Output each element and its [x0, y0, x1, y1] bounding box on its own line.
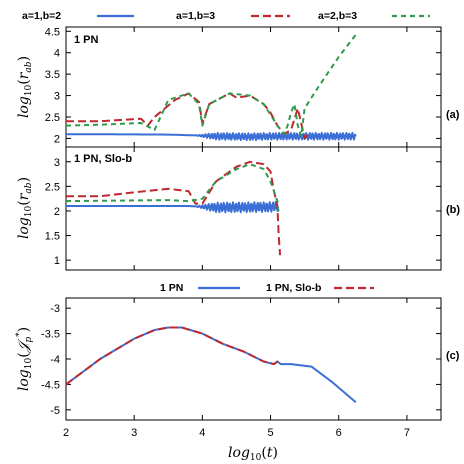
ytick-label: 3 — [54, 91, 60, 103]
ytick-label: -4 — [50, 354, 60, 366]
legend-top: a=1,b=2 a=1,b=3 a=2,b=3 — [22, 10, 430, 22]
ytick-label: -4.5 — [41, 379, 60, 391]
ytick-label: 4 — [54, 48, 60, 60]
panel-b-annotation: 1 PN, Slo-b — [74, 153, 132, 165]
panel-b-ylabel: log10(rab) — [16, 177, 34, 239]
panel-b-label: (b) — [446, 204, 460, 216]
xtick-label: 4 — [199, 427, 205, 439]
legend-label-a1b3: a=1,b=3 — [176, 10, 215, 22]
ytick-label: -3.5 — [41, 329, 60, 341]
legend-label-a1b2: a=1,b=2 — [22, 10, 61, 22]
panel-a-label: (a) — [446, 109, 460, 121]
xtick-label: 5 — [267, 427, 273, 439]
panel-a-frame — [65, 26, 442, 148]
ytick-label: 2.5 — [45, 112, 60, 124]
series-line-a-1-b-2 — [66, 131, 357, 141]
xtick-label: 3 — [131, 427, 137, 439]
ytick-label: -3 — [50, 303, 60, 315]
panel-b: 1 1.5 2 2.5 3 1 PN, Slo-b (b) log10(rab) — [16, 146, 460, 271]
series-line-1-pn-slo-b — [66, 326, 280, 386]
legend-panel-c: 1 PN 1 PN, Slo-b — [160, 282, 374, 294]
legend-label-a2b3: a=2,b=3 — [318, 10, 357, 22]
x-axis-label: log10(t) — [228, 445, 278, 463]
panel-b-frame — [65, 146, 442, 271]
series-line-a-1-b-3 — [66, 160, 282, 256]
ytick-label: 4.5 — [45, 26, 60, 38]
ytick-label: 2.5 — [45, 181, 60, 193]
panel-c-frame — [65, 297, 442, 421]
ytick-label: 3 — [54, 157, 60, 169]
xtick-label: 6 — [336, 427, 342, 439]
ytick-label: 1.5 — [45, 231, 60, 243]
series-line-a-2-b-3 — [66, 163, 280, 216]
ytick-label: 1 — [54, 255, 60, 267]
ytick-label: -5 — [50, 405, 60, 417]
panel-a-annotation: 1 PN — [74, 34, 99, 46]
xtick-label: 2 — [63, 427, 69, 439]
panel-b-plot: 1 1.5 2 2.5 3 — [45, 147, 441, 270]
ytick-label: 3.5 — [45, 69, 60, 81]
series-line-a-1-b-3 — [66, 92, 309, 140]
series-line-a-2-b-3 — [66, 34, 357, 138]
panel-a-plot: 2 2.5 3 3.5 4 4.5 — [45, 26, 441, 147]
panel-c-plot: -5 -4.5 -4 -3.5 -3 2 3 4 5 6 7 — [41, 298, 441, 439]
legend-label-1pn-slob: 1 PN, Slo-b — [266, 282, 321, 294]
ytick-label: 2 — [54, 133, 60, 145]
series-line-a-1-b-2 — [66, 200, 280, 214]
legend-label-1pn: 1 PN — [160, 282, 183, 294]
panel-c-ylabel: log10(𝒥p*) — [15, 327, 34, 391]
ytick-label: 2 — [54, 206, 60, 218]
panel-c: -5 -4.5 -4 -3.5 -3 2 3 4 5 6 7 (c) log10(𝒥p*) 1 PN… — [15, 282, 460, 463]
panel-a: 2 2.5 3 3.5 4 4.5 1 PN (a) log10(rab) — [16, 26, 460, 148]
panel-c-label: (c) — [446, 350, 460, 362]
panel-a-ylabel: log10(rab) — [16, 56, 34, 118]
xtick-label: 7 — [404, 427, 410, 439]
